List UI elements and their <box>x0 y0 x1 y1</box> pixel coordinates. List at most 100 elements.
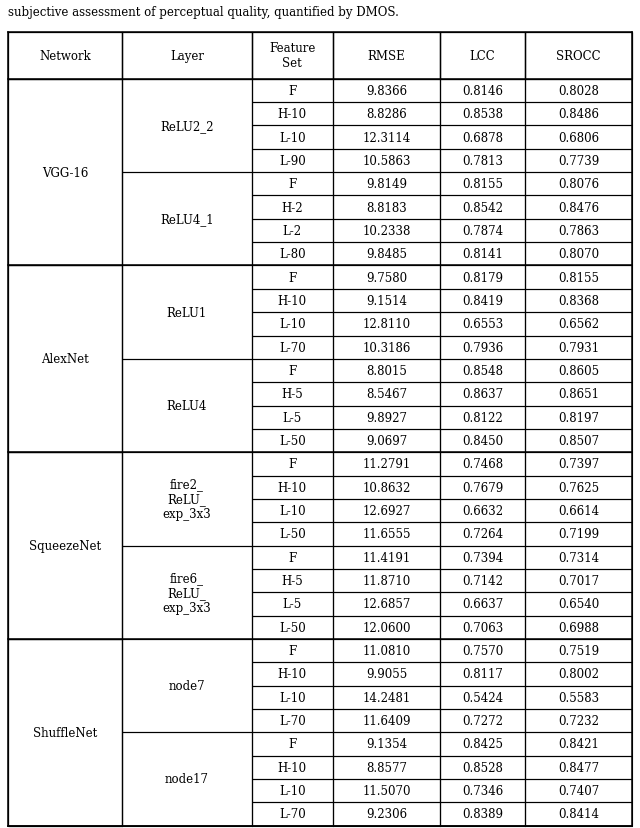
Text: node17: node17 <box>165 773 209 786</box>
Text: AlexNet: AlexNet <box>41 353 89 366</box>
Bar <box>333 453 440 476</box>
Text: L-50: L-50 <box>279 621 306 634</box>
Bar <box>440 546 525 569</box>
Text: H-10: H-10 <box>278 108 307 121</box>
Bar <box>333 756 440 779</box>
Bar <box>525 150 632 173</box>
Bar <box>252 406 333 429</box>
Text: F: F <box>288 644 296 657</box>
Text: 0.7199: 0.7199 <box>558 527 599 541</box>
Bar <box>440 709 525 732</box>
Text: 0.7468: 0.7468 <box>462 458 503 471</box>
Text: L-70: L-70 <box>279 341 306 354</box>
Bar <box>252 546 333 569</box>
Bar <box>440 569 525 593</box>
Bar <box>440 313 525 336</box>
Text: 0.6988: 0.6988 <box>558 621 599 634</box>
Text: 0.8425: 0.8425 <box>462 738 503 750</box>
Bar <box>525 173 632 196</box>
Bar <box>440 616 525 639</box>
Text: L-50: L-50 <box>279 435 306 447</box>
Bar <box>525 546 632 569</box>
Bar <box>440 79 525 103</box>
Bar <box>333 639 440 662</box>
Bar <box>440 522 525 546</box>
Bar <box>525 593 632 616</box>
Text: 0.6562: 0.6562 <box>558 318 599 331</box>
Bar <box>525 429 632 453</box>
Text: 0.7142: 0.7142 <box>462 575 503 587</box>
Text: 0.7570: 0.7570 <box>462 644 503 657</box>
Bar <box>8 33 122 79</box>
Text: 0.7063: 0.7063 <box>462 621 503 634</box>
Text: fire2_
ReLU_
exp_3x3: fire2_ ReLU_ exp_3x3 <box>163 478 211 521</box>
Text: H-10: H-10 <box>278 481 307 494</box>
Text: ReLU2_2: ReLU2_2 <box>160 120 214 132</box>
Text: 0.7931: 0.7931 <box>558 341 599 354</box>
Text: L-80: L-80 <box>279 248 305 261</box>
Bar <box>252 359 333 383</box>
Bar <box>333 196 440 219</box>
Bar <box>440 196 525 219</box>
Bar <box>8 266 122 453</box>
Bar <box>252 499 333 522</box>
Bar <box>252 709 333 732</box>
Bar <box>252 429 333 453</box>
Text: 0.7407: 0.7407 <box>558 784 599 797</box>
Bar <box>333 662 440 686</box>
Bar <box>333 569 440 593</box>
Bar <box>333 127 440 150</box>
Bar <box>525 732 632 756</box>
Bar <box>122 639 252 732</box>
Text: F: F <box>288 178 296 191</box>
Text: SqueezeNet: SqueezeNet <box>29 539 101 552</box>
Text: L-10: L-10 <box>279 318 305 331</box>
Text: 0.6540: 0.6540 <box>558 598 599 610</box>
Bar <box>333 336 440 359</box>
Bar <box>440 593 525 616</box>
Bar <box>122 79 252 173</box>
Text: node7: node7 <box>168 679 205 692</box>
Bar <box>440 359 525 383</box>
Bar <box>333 313 440 336</box>
Bar <box>333 33 440 79</box>
Text: 0.8637: 0.8637 <box>462 388 503 401</box>
Text: L-70: L-70 <box>279 807 306 821</box>
Text: 10.3186: 10.3186 <box>362 341 411 354</box>
Bar <box>440 243 525 266</box>
Bar <box>333 359 440 383</box>
Text: H-2: H-2 <box>282 201 303 214</box>
Text: 0.8476: 0.8476 <box>558 201 599 214</box>
Bar <box>252 756 333 779</box>
Bar <box>333 686 440 709</box>
Text: 0.8486: 0.8486 <box>558 108 599 121</box>
Text: 0.7874: 0.7874 <box>462 224 503 238</box>
Text: SROCC: SROCC <box>556 50 601 63</box>
Text: 0.8538: 0.8538 <box>462 108 503 121</box>
Text: fire6_
ReLU_
exp_3x3: fire6_ ReLU_ exp_3x3 <box>163 571 211 614</box>
Bar <box>440 103 525 127</box>
Bar <box>525 243 632 266</box>
Bar <box>440 127 525 150</box>
Text: 0.8117: 0.8117 <box>462 667 503 681</box>
Bar <box>333 593 440 616</box>
Text: 0.6614: 0.6614 <box>558 504 599 518</box>
Text: 0.7625: 0.7625 <box>558 481 599 494</box>
Bar <box>440 779 525 802</box>
Bar <box>122 33 252 79</box>
Text: 0.8450: 0.8450 <box>462 435 503 447</box>
Text: VGG-16: VGG-16 <box>42 166 88 180</box>
Text: 0.8076: 0.8076 <box>558 178 599 191</box>
Bar <box>525 103 632 127</box>
Text: 9.8366: 9.8366 <box>366 85 407 98</box>
Text: L-2: L-2 <box>283 224 302 238</box>
Bar <box>252 732 333 756</box>
Text: 0.7739: 0.7739 <box>558 155 599 168</box>
Text: Layer: Layer <box>170 50 204 63</box>
Bar <box>252 173 333 196</box>
Text: 10.2338: 10.2338 <box>362 224 411 238</box>
Text: L-5: L-5 <box>283 412 302 424</box>
Bar <box>252 150 333 173</box>
Text: 11.6555: 11.6555 <box>362 527 411 541</box>
Bar <box>333 709 440 732</box>
